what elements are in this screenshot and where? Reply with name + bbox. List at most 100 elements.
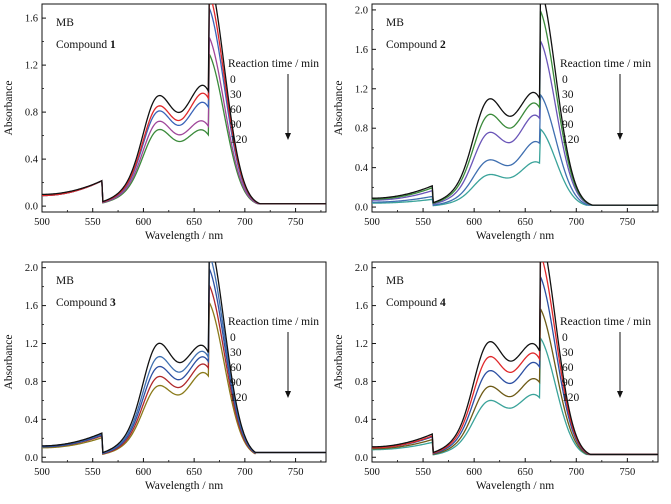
- x-tick-label: 500: [364, 217, 380, 228]
- x-tick-label: 550: [415, 217, 431, 228]
- x-tick-label: 600: [466, 467, 482, 478]
- time-arrow-head: [617, 133, 623, 140]
- y-axis-title: Absorbance: [333, 81, 345, 136]
- y-axis-title: Absorbance: [3, 81, 15, 136]
- x-tick-label: 750: [288, 217, 304, 228]
- x-tick-label: 500: [364, 467, 380, 478]
- y-tick-label: 0.8: [25, 108, 38, 119]
- series-line-0: [372, 262, 658, 456]
- x-tick-label: 550: [85, 467, 101, 478]
- legend-entry-90: 90: [562, 377, 574, 389]
- plot-frame: [41, 3, 327, 213]
- y-tick-label: 0.8: [355, 377, 368, 388]
- annotation-mb: MB: [386, 275, 404, 287]
- y-tick-label: 0.8: [25, 377, 38, 388]
- legend-entry-0: 0: [230, 74, 236, 86]
- y-tick-label: 1.6: [25, 14, 38, 25]
- y-tick-label: 1.2: [25, 61, 38, 72]
- legend-title: Reaction time / min: [228, 316, 319, 328]
- y-axis-title: Absorbance: [333, 335, 345, 390]
- x-tick-label: 600: [136, 467, 152, 478]
- series-line-90: [372, 93, 658, 206]
- plot-frame: [371, 261, 659, 463]
- x-tick-label: 750: [619, 467, 635, 478]
- x-tick-label: 750: [619, 217, 635, 228]
- y-tick-label: 0.8: [355, 124, 368, 135]
- annotation-mb: MB: [56, 17, 74, 29]
- legend-entry-60: 60: [562, 104, 574, 116]
- x-axis-title: Wavelength / nm: [476, 230, 554, 242]
- panel-1: 500 550 600 650 700 7500.00.40.81.21.6Wavelen…: [3, 3, 327, 242]
- legend-entry-120: 120: [230, 134, 248, 146]
- x-tick-label: 700: [237, 467, 253, 478]
- series-line-120: [42, 53, 326, 205]
- series-line-0: [42, 262, 326, 454]
- panel-4: 500 550 600 650 700 7500.00.40.81.21.62.0Wave…: [333, 261, 659, 492]
- series-line-0: [372, 4, 658, 206]
- legend-title: Reaction time / min: [560, 58, 651, 70]
- plot-frame: [371, 3, 659, 213]
- y-tick-label: 0.4: [355, 163, 369, 174]
- legend-entry-0: 0: [562, 74, 568, 86]
- x-tick-label: 650: [517, 467, 533, 478]
- x-axis-title: Wavelength / nm: [145, 230, 223, 242]
- y-tick-label: 0.0: [355, 453, 368, 464]
- legend-entry-120: 120: [230, 392, 248, 404]
- y-tick-label: 1.2: [355, 84, 368, 95]
- panel-3: 500 550 600 650 700 7500.00.40.81.21.62.0Wave…: [3, 261, 327, 492]
- series-line-120: [372, 336, 658, 456]
- legend-entry-60: 60: [562, 362, 574, 374]
- series-line-30: [42, 4, 326, 205]
- time-arrow-head: [285, 133, 291, 140]
- y-tick-label: 0.0: [25, 202, 38, 213]
- y-tick-label: 0.0: [355, 203, 368, 214]
- x-tick-label: 650: [186, 467, 202, 478]
- legend-entry-120: 120: [562, 134, 580, 146]
- legend-entry-0: 0: [230, 332, 236, 344]
- legend-title: Reaction time / min: [228, 58, 319, 70]
- annotation-compound: Compound 3: [56, 297, 116, 309]
- legend-entry-30: 30: [562, 89, 574, 101]
- legend-entry-90: 90: [230, 119, 242, 131]
- series-line-0: [42, 4, 326, 205]
- x-tick-label: 700: [237, 217, 253, 228]
- y-tick-label: 1.6: [355, 45, 368, 56]
- x-tick-label: 650: [186, 217, 202, 228]
- legend-entry-30: 30: [230, 89, 242, 101]
- annotation-compound: Compound 4: [386, 297, 446, 309]
- y-tick-label: 0.4: [355, 415, 369, 426]
- legend-entry-0: 0: [562, 332, 568, 344]
- series-line-30: [42, 262, 326, 454]
- series-line-60: [42, 8, 326, 205]
- y-tick-label: 0.0: [25, 453, 38, 464]
- legend-entry-60: 60: [230, 362, 242, 374]
- panel-2: 500 550 600 650 700 7500.00.40.81.21.62.0Wave…: [333, 3, 659, 242]
- y-tick-label: 1.2: [25, 339, 38, 350]
- x-tick-label: 700: [568, 467, 584, 478]
- x-axis-title: Wavelength / nm: [476, 480, 554, 492]
- series-group: [42, 4, 326, 205]
- y-tick-label: 1.2: [355, 339, 368, 350]
- x-tick-label: 700: [568, 217, 584, 228]
- legend-entry-60: 60: [230, 104, 242, 116]
- x-tick-label: 550: [85, 217, 101, 228]
- y-tick-label: 1.6: [25, 301, 38, 312]
- legend-entry-90: 90: [562, 119, 574, 131]
- y-axis-title: Absorbance: [3, 335, 15, 390]
- x-tick-label: 500: [34, 467, 50, 478]
- series-line-30: [372, 262, 658, 456]
- series-line-120: [372, 127, 658, 207]
- x-tick-label: 750: [288, 467, 304, 478]
- series-group: [372, 262, 658, 456]
- legend-entry-120: 120: [562, 392, 580, 404]
- y-tick-label: 0.4: [25, 155, 39, 166]
- legend-entry-30: 30: [562, 347, 574, 359]
- y-tick-label: 1.6: [355, 301, 368, 312]
- annotation-compound: Compound 2: [386, 39, 446, 51]
- annotation-compound: Compound 1: [56, 39, 116, 51]
- y-tick-label: 2.0: [355, 263, 368, 274]
- x-axis-title: Wavelength / nm: [145, 480, 223, 492]
- series-group: [372, 4, 658, 207]
- plot-frame: [41, 261, 327, 463]
